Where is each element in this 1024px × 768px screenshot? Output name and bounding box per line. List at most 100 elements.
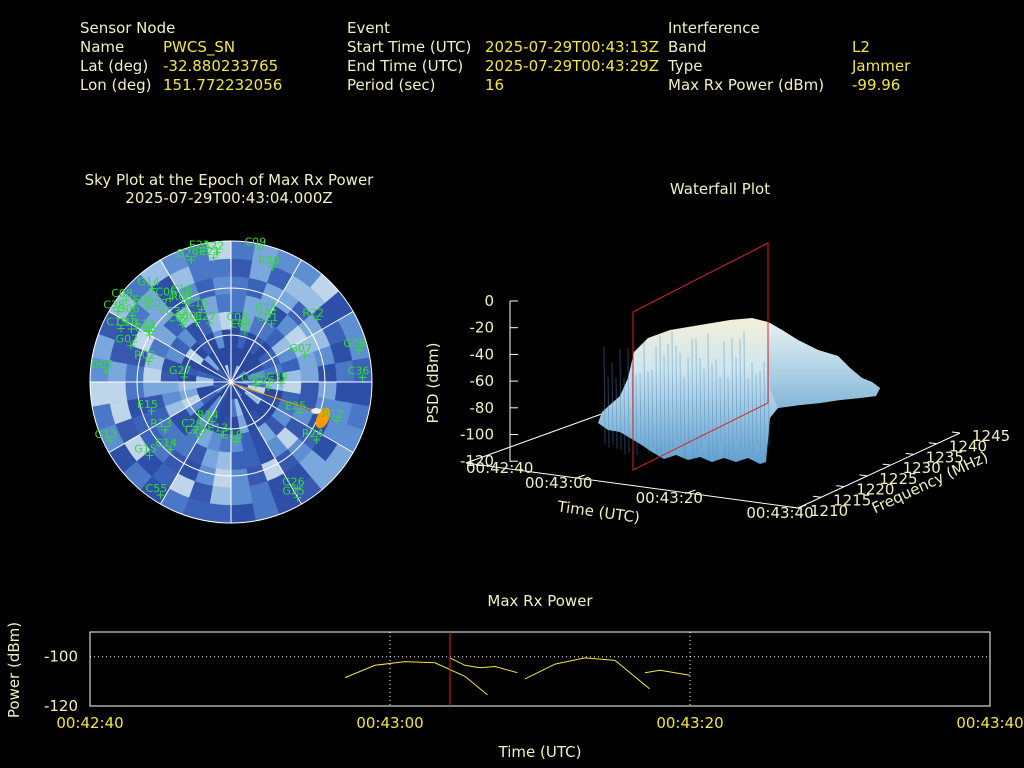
jammer-direction-line bbox=[232, 383, 323, 414]
sat-plus: + bbox=[127, 308, 137, 322]
sky-cell bbox=[230, 503, 256, 524]
sat-label: C40 bbox=[241, 372, 263, 385]
sat-label: G26 bbox=[282, 475, 305, 488]
interference-heading: Interference bbox=[668, 19, 760, 37]
sat-plus: + bbox=[179, 370, 189, 384]
sat-label: G15 bbox=[134, 442, 157, 455]
jammer-position bbox=[311, 407, 331, 429]
frequency-tick bbox=[813, 495, 822, 498]
sat-label: C19 bbox=[106, 315, 128, 328]
psd-ridge bbox=[643, 341, 646, 447]
sky-cell bbox=[230, 258, 253, 279]
psd-ridge bbox=[739, 339, 742, 449]
sat-label: R08 bbox=[171, 290, 193, 303]
psd-ridge bbox=[675, 345, 678, 441]
sat-label: E04 bbox=[230, 318, 251, 331]
sky-spoke bbox=[108, 381, 232, 453]
interference-block: Interference Band L2 Type Jammer Max Rx Po… bbox=[668, 19, 910, 95]
sky-cell bbox=[206, 503, 232, 524]
sky-cell bbox=[230, 468, 250, 489]
sat-label: E05 bbox=[133, 294, 154, 307]
name-label: Name bbox=[80, 38, 125, 56]
sat-label: G06 bbox=[117, 302, 140, 315]
sat-label: C01 bbox=[182, 309, 204, 322]
sat-plus: + bbox=[191, 423, 201, 437]
sat-label: E13 bbox=[207, 422, 228, 435]
sat-label: E33 bbox=[134, 318, 155, 331]
frequency-tick bbox=[859, 474, 868, 477]
sat-label: R24 bbox=[302, 427, 324, 440]
sky-cell bbox=[352, 381, 373, 407]
sat-plus: + bbox=[126, 322, 136, 336]
sat-label: E25 bbox=[285, 400, 306, 413]
frequency-axis bbox=[797, 432, 961, 509]
psd-ridge bbox=[723, 341, 726, 459]
sat-plus: + bbox=[198, 245, 208, 259]
sat-plus: + bbox=[113, 304, 123, 318]
z-tick-label: 0 bbox=[484, 292, 494, 310]
psd-ridge bbox=[719, 377, 722, 443]
sat-plus: + bbox=[265, 307, 275, 321]
sat-label: R13 bbox=[150, 417, 172, 430]
sat-label: R02 bbox=[134, 349, 156, 362]
sat-label: C55 bbox=[146, 482, 168, 495]
frequency-tick bbox=[951, 431, 961, 434]
frequency-tick bbox=[789, 506, 799, 509]
sat-label: C03 bbox=[226, 310, 248, 323]
sat-plus: + bbox=[121, 293, 131, 307]
sky-spoke bbox=[160, 259, 232, 383]
sat-plus: + bbox=[181, 296, 191, 310]
frequency-tick bbox=[836, 485, 845, 488]
sky-spoke bbox=[108, 311, 232, 383]
psd-ridge bbox=[711, 363, 714, 457]
power-chart: 00:42:40 00:43:00 00:43:20 00:43:40 -100 -12… bbox=[5, 622, 1024, 761]
sky-cell bbox=[209, 485, 232, 506]
power-grid bbox=[90, 632, 990, 706]
power-x-tick-label: 00:42:40 bbox=[56, 714, 123, 732]
sat-plus: + bbox=[144, 448, 154, 462]
power-x-tick-label: 00:43:00 bbox=[356, 714, 423, 732]
waterfall-plot: 0-20-40-60-80-100-120 PSD (dBm) 00:42:40… bbox=[424, 242, 1010, 527]
sat-plus: + bbox=[146, 404, 156, 418]
type-value: Jammer bbox=[852, 57, 911, 75]
sat-label: E21 bbox=[199, 245, 220, 258]
sat-plus: + bbox=[254, 242, 264, 256]
sat-label: C14 bbox=[155, 437, 177, 450]
sky-cell bbox=[334, 381, 355, 404]
sky-spokes bbox=[90, 241, 372, 523]
sat-plus: + bbox=[266, 317, 276, 331]
psd-ridge bbox=[607, 376, 610, 448]
jammer-highlight bbox=[311, 408, 321, 414]
sat-plus: + bbox=[240, 324, 250, 338]
psd-ridge bbox=[691, 338, 694, 458]
frequency-tick bbox=[905, 452, 914, 455]
psd-ridge bbox=[611, 362, 614, 446]
sat-plus: + bbox=[354, 343, 364, 357]
sat-label: G08 bbox=[343, 337, 366, 350]
z-tick-label: -80 bbox=[470, 399, 495, 417]
sat-label: C06 bbox=[155, 285, 177, 298]
power-plot-frame bbox=[89, 631, 991, 707]
sat-label: G02 bbox=[116, 333, 139, 346]
psd-ridge bbox=[635, 374, 638, 455]
power-x-ticks: 00:42:40 00:43:00 00:43:20 00:43:40 bbox=[56, 714, 1023, 732]
time-tick bbox=[687, 489, 696, 494]
sat-label: G29 bbox=[176, 247, 199, 260]
psd-ridge bbox=[735, 357, 738, 442]
sat-label: C08 bbox=[111, 287, 133, 300]
psd-ridge bbox=[615, 378, 618, 449]
sat-label: C26 bbox=[253, 374, 275, 387]
sat-plus: + bbox=[186, 253, 196, 267]
sat-plus: + bbox=[195, 429, 205, 443]
psd-ridge bbox=[623, 377, 626, 455]
psd-ridge bbox=[695, 338, 698, 454]
psd-ridge bbox=[679, 352, 682, 444]
sat-label: R12 bbox=[322, 408, 344, 421]
sat-label: R14 bbox=[197, 408, 219, 421]
sat-plus: + bbox=[197, 302, 207, 316]
psd-ridge bbox=[619, 348, 622, 450]
sat-plus: + bbox=[357, 370, 367, 384]
sat-label: G13 bbox=[95, 428, 118, 441]
